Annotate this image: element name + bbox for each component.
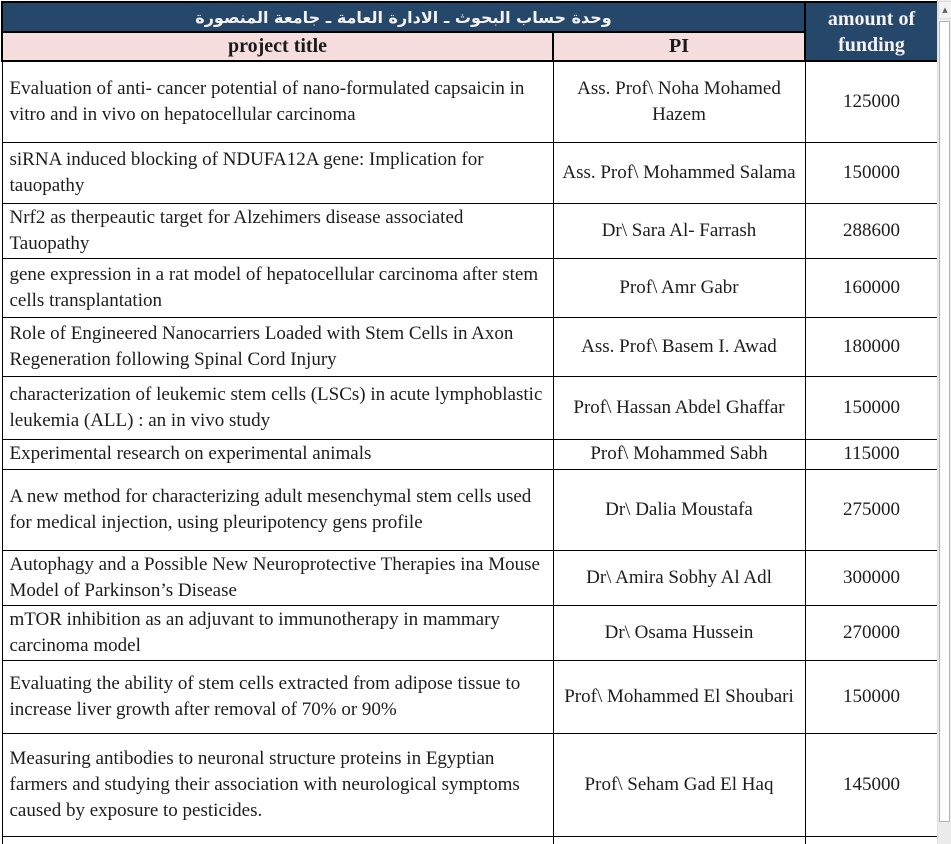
table-row: Autophagy and a Possible New Neuroprotec… [1,549,937,606]
pi-cell: Ass. Prof\ Basem I. Awad [552,316,806,377]
table-row: Evaluating the ability of stem cells ext… [1,659,937,734]
amount-cell: 150000 [804,659,937,734]
pi-cell: Ass. Prof\ Noha Mohamed Hazem [552,60,806,143]
amount-cell: 145000 [804,732,937,837]
amount-cell: 160000 [804,257,937,318]
project-title-cell: gene expression in a rat model of hepato… [1,257,554,318]
column-header-project-title: project title [1,31,554,62]
column-header-row: project title PI [1,31,937,62]
pi-cell: Prof\ Mohammed El Shoubari [552,659,806,734]
project-title-cell: characterization of leukemic stem cells … [1,375,554,440]
up-arrow-icon: ▲ [942,5,948,14]
amount-cell: 125000 [804,60,937,143]
project-title-cell: Evaluation of anti- cancer potential of … [1,60,554,143]
pi-cell: Prof\ Hassan Abdel Ghaffar [552,375,806,440]
table-row: characterization of leukemic stem cells … [1,375,937,440]
table-title-arabic: وحدة حساب البحوث ـ الادارة العامة ـ جامع… [1,1,806,33]
pi-cell: Ass. Prof\ Mohammed Salama [552,141,806,204]
scrollbar-thumb[interactable] [939,21,950,822]
table-row: A new method for characterizing adult me… [1,468,937,551]
project-title-cell: Experimental research on experimental an… [1,438,554,470]
amount-cell [804,835,937,844]
table-body: Evaluation of anti- cancer potential of … [1,60,937,844]
table-row: Measuring antibodies to neuronal structu… [1,732,937,837]
project-title-cell: Role of Engineered Nanocarriers Loaded w… [1,316,554,377]
pi-cell: Dr\ Osama Hussein [552,604,806,661]
project-title-cell: mTOR inhibition as an adjuvant to immuno… [1,604,554,661]
pi-cell [552,835,806,844]
pi-cell: Prof\ Mohammed Sabh [552,438,806,470]
amount-cell: 150000 [804,375,937,440]
project-title-cell [1,835,554,844]
amount-cell: 115000 [804,438,937,470]
project-title-cell: Measuring antibodies to neuronal structu… [1,732,554,837]
amount-cell: 180000 [804,316,937,377]
amount-cell: 150000 [804,141,937,204]
title-row: وحدة حساب البحوث ـ الادارة العامة ـ جامع… [1,1,937,62]
table-row: Role of Engineered Nanocarriers Loaded w… [1,316,937,377]
pi-cell: Prof\ Seham Gad El Haq [552,732,806,837]
vertical-scrollbar[interactable]: ▲ [937,0,951,844]
project-title-cell: Autophagy and a Possible New Neuroprotec… [1,549,554,606]
project-title-cell: Nrf2 as therpeautic target for Alzehimer… [1,202,554,259]
pi-cell: Prof\ Amr Gabr [552,257,806,318]
project-title-cell: A new method for characterizing adult me… [1,468,554,551]
table-row: gene expression in a rat model of hepato… [1,257,937,318]
table-row: Nrf2 as therpeautic target for Alzehimer… [1,202,937,259]
project-title-cell: Evaluating the ability of stem cells ext… [1,659,554,734]
table-row: Evaluation of anti- cancer potential of … [1,60,937,143]
amount-cell: 300000 [804,549,937,606]
amount-cell: 275000 [804,468,937,551]
table-row: Experimental research on experimental an… [1,438,937,470]
project-title-cell: siRNA induced blocking of NDUFA12A gene:… [1,141,554,204]
table-row-partial [1,835,937,844]
table-row: siRNA induced blocking of NDUFA12A gene:… [1,141,937,204]
scroll-up-button[interactable]: ▲ [938,1,951,19]
table-row: mTOR inhibition as an adjuvant to immuno… [1,604,937,661]
column-header-pi: PI [552,31,806,62]
amount-cell: 288600 [804,202,937,259]
pi-cell: Dr\ Dalia Moustafa [552,468,806,551]
column-header-amount-of-funding: amount of funding [804,1,937,62]
pi-cell: Dr\ Amira Sobhy Al Adl [552,549,806,606]
amount-cell: 270000 [804,604,937,661]
pi-cell: Dr\ Sara Al- Farrash [552,202,806,259]
